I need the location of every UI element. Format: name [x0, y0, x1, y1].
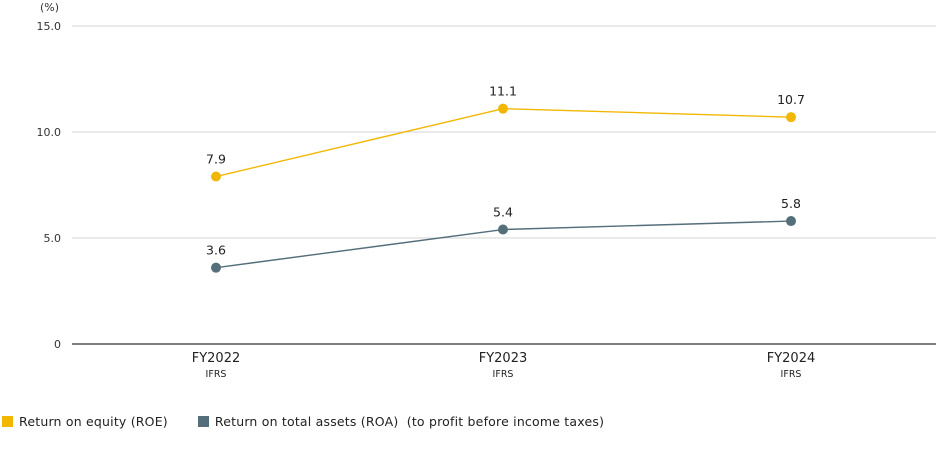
x-axis-categories: FY2022 IFRS FY2023 IFRS FY2024 IFRS [192, 351, 816, 380]
unit-label: (%) [40, 1, 59, 14]
x-category-label: FY2024 [767, 351, 816, 366]
x-category-sublabel: IFRS [781, 369, 802, 380]
y-tick-label: 15.0 [37, 20, 62, 33]
roa-data-label: 3.6 [206, 243, 226, 258]
series-lines: 7.9 11.1 10.7 3.6 5.4 5.8 [206, 84, 805, 273]
roa-data-label: 5.8 [781, 196, 801, 211]
legend-swatch-roa [197, 416, 209, 427]
y-axis-ticks: 0 5.0 10.0 15.0 [37, 20, 62, 351]
x-category-label: FY2022 [192, 351, 241, 366]
roe-data-label: 10.7 [777, 92, 805, 107]
x-category-sublabel: IFRS [206, 369, 227, 380]
roe-point [498, 103, 508, 114]
legend-item-roa: Return on total assets (ROA) (to profit … [197, 414, 605, 429]
roe-point [786, 112, 796, 123]
y-tick-label: 5.0 [44, 232, 62, 245]
y-tick-label: 0 [54, 338, 61, 351]
y-tick-label: 10.0 [37, 126, 62, 139]
grid-lines [72, 25, 936, 345]
legend-item-roe: Return on equity (ROE) [2, 414, 168, 429]
legend-swatch-roe [2, 416, 13, 427]
roe-line [215, 107, 792, 178]
roa-data-label: 5.4 [493, 205, 513, 220]
legend: Return on equity (ROE) Return on total a… [2, 414, 634, 429]
roa-point [786, 216, 796, 227]
legend-label-roa: Return on total assets (ROA) (to profit … [214, 414, 605, 429]
roa-point [211, 262, 221, 273]
x-category-label: FY2023 [479, 351, 528, 366]
roa-point [498, 224, 508, 235]
roe-point [211, 171, 221, 182]
roe-data-label: 7.9 [206, 152, 226, 167]
x-category-sublabel: IFRS [493, 369, 514, 380]
roe-data-label: 11.1 [489, 84, 517, 99]
legend-label-roe: Return on equity (ROE) [19, 414, 168, 429]
